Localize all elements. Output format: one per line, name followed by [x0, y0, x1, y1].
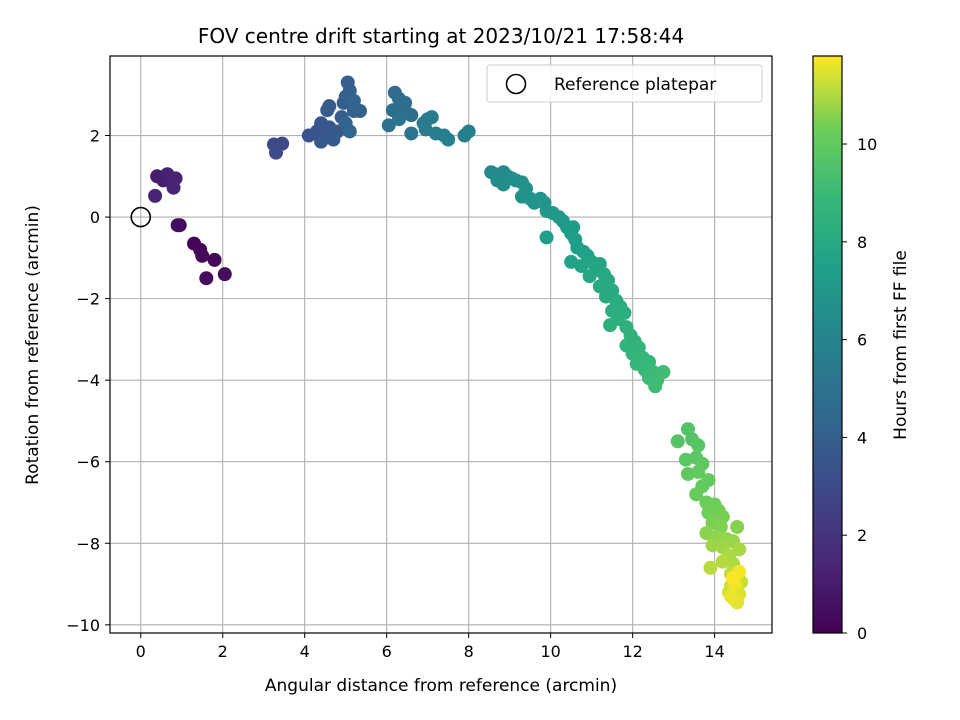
data-point: [656, 365, 671, 380]
data-point: [199, 271, 214, 286]
colorbar-tick-label: 2: [857, 526, 867, 545]
x-axis-ticks: 0 2 4 6 8 10 12 14: [136, 633, 725, 661]
x-axis-label: Angular distance from reference (arcmin): [265, 676, 617, 696]
x-tick-label: 14: [704, 642, 724, 661]
y-axis-ticks: −10 −8 −6 −4 −2 0 2: [66, 127, 110, 635]
x-tick-label: 6: [382, 642, 392, 661]
chart-title: FOV centre drift starting at 2023/10/21 …: [198, 24, 684, 48]
data-point: [724, 589, 739, 604]
data-point: [391, 112, 406, 127]
x-tick-label: 2: [218, 642, 228, 661]
data-point: [381, 118, 396, 133]
data-point: [342, 124, 357, 139]
colorbar-gradient: [812, 55, 843, 634]
data-point: [404, 108, 419, 123]
data-point: [691, 464, 706, 479]
colorbar-tick-label: 4: [857, 428, 867, 447]
y-tick-label: −10: [66, 616, 100, 635]
data-point: [703, 560, 718, 575]
data-point: [461, 124, 476, 139]
x-tick-label: 4: [300, 642, 310, 661]
y-tick-label: −6: [76, 453, 100, 472]
y-tick-label: 0: [90, 208, 100, 227]
y-tick-label: −4: [76, 371, 100, 390]
data-point: [207, 252, 222, 267]
data-point: [322, 99, 337, 114]
data-point: [166, 180, 181, 195]
data-point: [195, 248, 210, 263]
colorbar-ticks: 0 2 4 6 8 10: [842, 135, 877, 643]
data-points: [148, 75, 749, 610]
data-point: [648, 379, 663, 394]
x-tick-label: 8: [464, 642, 474, 661]
y-tick-label: −2: [76, 290, 100, 309]
data-point: [353, 104, 368, 119]
data-point: [326, 132, 341, 147]
data-point: [404, 126, 419, 141]
legend-marker: [505, 73, 527, 95]
data-point: [730, 519, 745, 534]
reference-platepar-marker: [130, 206, 152, 228]
data-point: [670, 434, 685, 449]
data-point: [314, 134, 329, 149]
legend-box: [486, 64, 763, 103]
colorbar: 0 2 4 6 8 10 Hours from first FF file: [812, 55, 911, 643]
data-point: [269, 145, 284, 160]
data-point: [689, 487, 704, 502]
x-tick-label: 12: [622, 642, 642, 661]
colorbar-tick-label: 6: [857, 331, 867, 350]
y-tick-label: −8: [76, 534, 100, 553]
data-point: [148, 188, 163, 203]
x-tick-label: 10: [540, 642, 560, 661]
legend: Reference platepar: [486, 64, 763, 103]
data-point: [424, 110, 439, 125]
data-point: [566, 220, 581, 235]
data-point: [170, 218, 185, 233]
y-axis-label: Rotation from reference (arcmin): [23, 205, 43, 485]
colorbar-tick-label: 0: [857, 624, 867, 643]
data-point: [217, 267, 232, 282]
data-point: [603, 318, 618, 333]
legend-label: Reference platepar: [554, 75, 716, 95]
x-tick-label: 0: [136, 642, 146, 661]
colorbar-tick-label: 8: [857, 233, 867, 252]
data-point: [726, 570, 741, 585]
data-point: [715, 554, 730, 569]
data-point: [691, 438, 706, 453]
data-point: [539, 230, 554, 245]
data-point: [346, 93, 361, 108]
colorbar-tick-label: 10: [857, 135, 877, 154]
y-tick-label: 2: [90, 127, 100, 146]
data-point: [592, 279, 607, 294]
plot-frame: [109, 55, 773, 634]
colorbar-label: Hours from first FF file: [891, 250, 911, 440]
data-point: [441, 132, 456, 147]
data-point: [582, 269, 597, 284]
data-point: [732, 542, 747, 557]
